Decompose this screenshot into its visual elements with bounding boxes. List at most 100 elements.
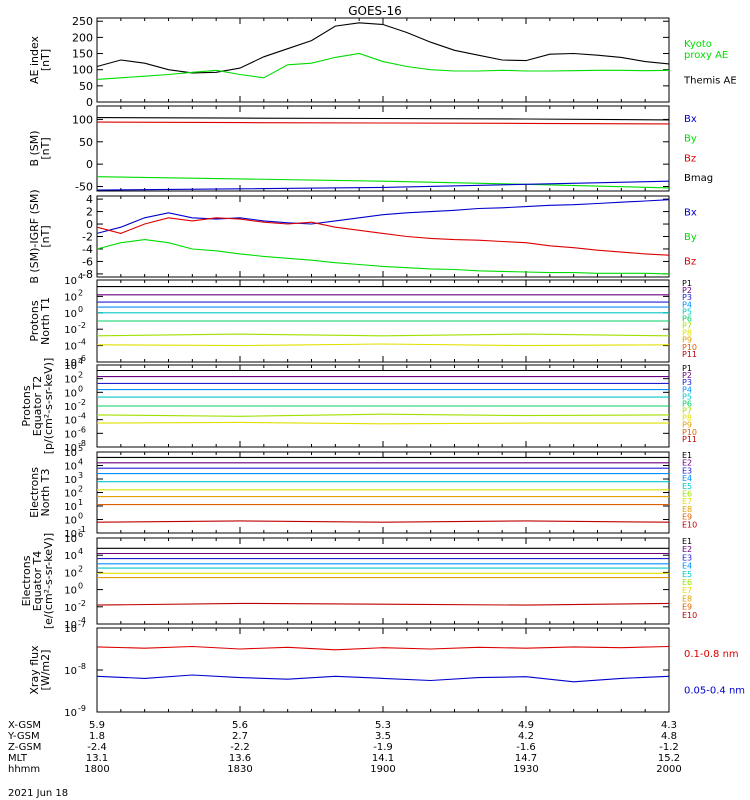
y-tick-exponent: -8 (78, 662, 86, 671)
legend-entry: P11 (682, 435, 697, 444)
y-tick-exponent: 4 (78, 458, 83, 467)
y-tick-exponent: 2 (78, 371, 83, 380)
y-tick-label: 100 (72, 113, 93, 126)
legend-entry: P7 (682, 322, 692, 331)
footer-value: -1.2 (659, 742, 679, 753)
legend-entry: E3 (682, 466, 692, 475)
y-tick-exponent: -7 (78, 620, 86, 629)
footer-value: 1830 (227, 764, 252, 775)
legend-entry: E7 (682, 497, 692, 506)
y-tick-label: 10 (64, 620, 77, 631)
y-tick-label: 10 (64, 666, 77, 677)
legend-entry: P2 (682, 286, 692, 295)
series-line-kyoto-proxy-ae (96, 52, 670, 80)
y-tick-exponent: -2 (78, 599, 86, 608)
y-tick-exponent: -4 (78, 338, 86, 347)
series-line-by (96, 239, 670, 275)
legend-entry: E10 (682, 520, 697, 529)
legend-entry: E2 (682, 459, 692, 468)
y-tick-label: -6 (82, 255, 93, 268)
footer-value: 1.8 (89, 731, 105, 742)
y-tick-exponent: 4 (78, 272, 83, 281)
footer-value: 4.3 (661, 720, 677, 731)
legend-entry: Bx (684, 208, 697, 219)
y-axis-label: B (SM)-IGRF (SM)[nT] (28, 189, 52, 283)
y-tick-exponent: 0 (78, 512, 83, 521)
y-axis-label: ProtonsEquator T2[p/(cm²-s-sr-keV)] (20, 358, 55, 455)
y-tick-label: 100 (72, 64, 93, 77)
legend-entry: P2 (682, 371, 692, 380)
y-tick-exponent: 6 (78, 530, 83, 539)
legend-entry: P11 (682, 350, 697, 359)
series-line-0-1-0-8-nm (96, 645, 670, 651)
y-tick-label: 10 (64, 292, 77, 303)
y-tick-label: 10 (64, 361, 77, 372)
panel-ae: 0 50 100 150 200 250 AE index[nT] Kyoto proxy AE… (28, 15, 737, 109)
series-line-e9 (96, 602, 670, 606)
legend-entry: E7 (682, 586, 692, 595)
legend-entry: By (684, 232, 697, 243)
series-line-bx (96, 180, 670, 191)
y-tick-label: -50 (75, 181, 93, 194)
y-axis-label: AE index[nT] (28, 35, 52, 84)
y-tick-label: 10 (64, 568, 77, 579)
series-line-bz (96, 217, 670, 256)
y-tick-label: 200 (72, 31, 93, 44)
y-tick-exponent: -1 (78, 525, 86, 534)
y-tick-label: -4 (82, 243, 93, 256)
legend-entry: E8 (682, 594, 692, 603)
legend-entry: E8 (682, 505, 692, 514)
legend-entry: Bz (684, 153, 696, 164)
footer-value: 1900 (370, 764, 395, 775)
y-tick-exponent: -2 (78, 321, 86, 330)
y-tick-label: 10 (64, 416, 77, 427)
footer-value: 1800 (84, 764, 109, 775)
footer-value: 15.2 (658, 753, 680, 764)
legend-entry: Kyoto proxy AE (684, 39, 728, 61)
legend-entry: E6 (682, 578, 692, 587)
y-tick-exponent: 2 (78, 564, 83, 573)
y-tick-exponent: 3 (78, 471, 83, 480)
y-axis-label: ElectronsNorth T3 (28, 467, 52, 518)
footer-value: 1930 (513, 764, 538, 775)
footer-value: 5.6 (232, 720, 248, 731)
y-tick-label: -8 (82, 268, 93, 281)
y-tick-label: 150 (72, 48, 93, 61)
panel-frame (96, 451, 670, 534)
footer-row-label: X-GSM (8, 720, 41, 731)
legend-entry: P8 (682, 414, 692, 423)
y-tick-label: 10 (64, 309, 77, 320)
legend-entry: P1 (682, 279, 692, 288)
series-line-e9 (96, 520, 670, 523)
y-axis-label: ProtonsNorth T1 (28, 297, 52, 345)
y-tick-label: 10 (64, 624, 77, 635)
footer-row-label: MLT (8, 753, 28, 764)
y-tick-label: 10 (64, 325, 77, 336)
panel-frame (96, 17, 670, 103)
y-tick-exponent: -6 (78, 425, 86, 434)
footer-value: 4.8 (661, 731, 677, 742)
y-tick-exponent: 1 (78, 498, 83, 507)
y-tick-exponent: 2 (78, 288, 83, 297)
legend-entry: E3 (682, 553, 692, 562)
legend-entry: By (684, 134, 697, 145)
y-tick-label: 10 (64, 358, 77, 369)
legend-entry: E5 (682, 482, 692, 491)
legend-entry: 0.05-0.4 nm (684, 686, 745, 697)
legend-entry: E4 (682, 562, 692, 571)
y-tick-exponent: 0 (78, 582, 83, 591)
y-tick-label: 10 (64, 448, 77, 459)
footer-value: 5.9 (89, 720, 105, 731)
y-axis-label: B (SM)[nT] (28, 130, 52, 166)
y-tick-exponent: 5 (78, 444, 83, 453)
y-tick-exponent: 0 (78, 305, 83, 314)
footer-value: 4.2 (518, 731, 534, 742)
legend-entry: 0.1-0.8 nm (684, 649, 739, 660)
legend-entry: P6 (682, 314, 692, 323)
legend-entry: P10 (682, 343, 697, 352)
legend-entry: P3 (682, 378, 692, 387)
legend-entry: P5 (682, 392, 692, 401)
